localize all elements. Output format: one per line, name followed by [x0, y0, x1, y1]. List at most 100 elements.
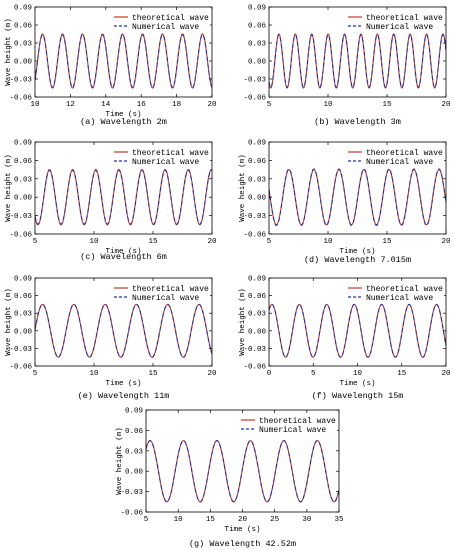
- x-axis-label: Time (s): [339, 380, 375, 388]
- y-tick-label: 0.03: [14, 41, 33, 49]
- legend-label: theoretical wave: [366, 149, 443, 158]
- x-tick-label: 20: [441, 101, 451, 109]
- y-tick-label: 0.06: [14, 158, 33, 166]
- legend-label: Numerical wave: [366, 158, 433, 167]
- legend-box: [110, 146, 210, 166]
- y-tick-label: 0.09: [14, 5, 32, 13]
- legend-box: [110, 11, 210, 31]
- y-tick-label: 0.03: [248, 41, 267, 49]
- theoretical-wave-line: [269, 303, 446, 358]
- legend-box: [110, 282, 210, 302]
- x-tick-label: 10: [89, 238, 99, 246]
- legend-label: theoretical wave: [366, 285, 443, 294]
- chart-panel-5: -0.06 -0.03 0.00 0.03 0.06 0.09 5 10 15 20 Time (s…: [5, 276, 217, 402]
- chart-panel-3: -0.06 -0.03 0.00 0.03 0.06 0.09 5 10 15 20 Time (s…: [5, 140, 217, 263]
- y-tick-label: 0.00: [14, 328, 33, 336]
- y-tick-label: -0.03: [120, 489, 143, 497]
- legend-label: theoretical wave: [132, 285, 209, 294]
- y-tick-label: -0.06: [243, 364, 266, 372]
- x-tick-label: 15: [382, 238, 392, 246]
- y-tick-label: 0.09: [14, 140, 32, 148]
- y-tick-label: -0.06: [9, 364, 32, 372]
- legend-box: [344, 146, 444, 166]
- x-tick-label: 20: [207, 370, 217, 378]
- x-axis-label: Time (s): [224, 526, 260, 534]
- panel-caption: (b) Wavelength 3m: [314, 117, 401, 127]
- theoretical-wave-line: [35, 33, 212, 89]
- x-tick-label: 15: [382, 101, 392, 109]
- y-tick-label: -0.06: [243, 95, 266, 103]
- panel-caption: (e) Wavelength 11m: [78, 391, 170, 401]
- y-tick-label: 0.09: [248, 276, 266, 284]
- y-axis-label: Wave height (m): [239, 288, 247, 356]
- y-tick-label: -0.06: [9, 232, 32, 240]
- chart-panel-6: -0.06 -0.03 0.00 0.03 0.06 0.09 0 5 10 15 20 Time (…: [239, 276, 451, 402]
- x-tick-label: 5: [144, 516, 149, 524]
- x-tick-label: 10: [353, 370, 363, 378]
- y-tick-label: 0.03: [14, 311, 33, 319]
- y-tick-label: -0.03: [9, 346, 32, 354]
- y-tick-label: 0.06: [248, 23, 267, 31]
- theoretical-wave-line: [35, 169, 212, 226]
- x-tick-label: 5: [33, 370, 38, 378]
- numerical-wave-line: [35, 303, 212, 358]
- legend-label: Numerical wave: [132, 158, 199, 167]
- chart-panel-7: -0.06 -0.03 0.00 0.03 0.06 0.09 5 10 15 20 25 30 35 T…: [116, 408, 344, 550]
- numerical-wave-line: [35, 34, 212, 89]
- y-axis-label: Wave height (m): [239, 154, 247, 222]
- y-tick-label: 0.00: [14, 195, 33, 203]
- x-tick-label: 10: [323, 238, 333, 246]
- y-tick-label: -0.06: [120, 510, 143, 518]
- plot-frame: [34, 141, 213, 235]
- x-tick-label: 16: [137, 101, 147, 109]
- y-tick-label: -0.06: [243, 232, 266, 240]
- x-axis-label: Time (s): [105, 380, 141, 388]
- numerical-wave-line: [35, 169, 212, 225]
- x-tick-label: 10: [30, 101, 40, 109]
- x-tick-label: 15: [148, 370, 158, 378]
- x-tick-label: 15: [397, 370, 407, 378]
- x-tick-label: 10: [89, 370, 99, 378]
- y-axis-label: Wave height (m): [5, 154, 13, 222]
- panel-caption: (f) Wavelength 15m: [312, 391, 404, 401]
- x-tick-label: 20: [238, 516, 248, 524]
- y-tick-label: 0.00: [14, 59, 33, 67]
- chart-panel-2: -0.06 -0.03 0.00 0.03 0.06 0.09 5 10 15 20 theoret…: [243, 5, 451, 128]
- y-tick-label: 0.00: [248, 195, 267, 203]
- y-tick-label: -0.06: [9, 95, 32, 103]
- x-tick-label: 25: [270, 516, 280, 524]
- y-tick-label: 0.03: [14, 176, 33, 184]
- y-tick-label: -0.03: [9, 77, 32, 85]
- legend-box: [344, 11, 444, 31]
- legend-label: theoretical wave: [132, 14, 209, 23]
- legend-label: Numerical wave: [132, 294, 199, 303]
- x-tick-label: 30: [302, 516, 312, 524]
- chart-panel-4: -0.06 -0.03 0.00 0.03 0.06 0.09 5 10 15 20 Time (s…: [239, 140, 451, 266]
- legend-label: Numerical wave: [259, 426, 326, 435]
- x-tick-label: 20: [207, 238, 217, 246]
- y-tick-label: 0.03: [248, 311, 267, 319]
- x-tick-label: 20: [441, 238, 451, 246]
- y-tick-label: 0.09: [248, 5, 266, 13]
- y-tick-label: -0.03: [243, 213, 266, 221]
- plot-frame: [34, 6, 213, 98]
- y-axis-label: Wave height (m): [5, 18, 13, 86]
- numerical-wave-line: [269, 33, 446, 89]
- legend-label: theoretical wave: [259, 417, 336, 426]
- x-tick-label: 15: [148, 238, 158, 246]
- x-tick-label: 5: [267, 238, 272, 246]
- legend-box: [237, 414, 337, 434]
- x-tick-label: 20: [441, 370, 451, 378]
- y-axis-label: Wave height (m): [116, 427, 124, 495]
- chart-panel-1: -0.06 -0.03 0.00 0.03 0.06 0.09 10 12 14 16 18 20 Ti…: [5, 5, 217, 128]
- x-tick-label: 12: [66, 101, 75, 109]
- x-tick-label: 5: [33, 238, 38, 246]
- x-tick-label: 15: [206, 516, 216, 524]
- y-tick-label: 0.03: [248, 176, 267, 184]
- legend-box: [344, 282, 444, 302]
- panel-caption: (c) Wavelength 6m: [80, 252, 167, 262]
- panel-caption: (g) Wavelength 42.52m: [189, 539, 296, 549]
- x-tick-label: 20: [207, 101, 217, 109]
- y-tick-label: -0.03: [9, 213, 32, 221]
